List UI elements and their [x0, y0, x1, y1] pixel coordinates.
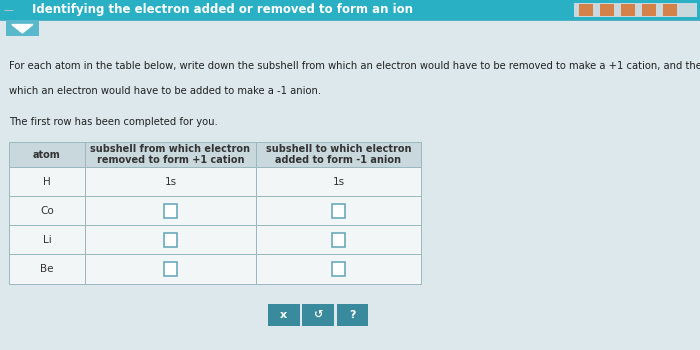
Text: subshell to which electron
added to form -1 anion: subshell to which electron added to form…	[266, 144, 411, 165]
Polygon shape	[12, 25, 33, 33]
Text: Co: Co	[40, 206, 54, 216]
Bar	[9, 254, 85, 284]
Bar	[337, 303, 368, 326]
Bar	[663, 4, 677, 16]
Bar	[332, 204, 344, 218]
Text: 1s: 1s	[332, 177, 344, 187]
Bar	[85, 196, 256, 225]
Bar	[256, 167, 421, 196]
Text: For each atom in the table below, write down the subshell from which an electron: For each atom in the table below, write …	[9, 61, 700, 71]
Bar	[642, 4, 656, 16]
Bar	[256, 142, 421, 167]
Text: Be: Be	[40, 264, 54, 274]
Bar	[9, 167, 85, 196]
Bar	[85, 167, 256, 196]
Bar	[85, 142, 256, 167]
Bar	[85, 225, 256, 254]
Text: x: x	[280, 310, 288, 320]
Text: —: —	[4, 5, 13, 15]
Bar	[164, 262, 176, 276]
Bar	[164, 204, 176, 218]
Bar	[302, 303, 334, 326]
Bar	[579, 4, 593, 16]
Bar	[332, 233, 344, 247]
Bar	[332, 262, 344, 276]
Text: The first row has been completed for you.: The first row has been completed for you…	[9, 117, 218, 127]
Text: Li: Li	[43, 235, 51, 245]
Text: 1s: 1s	[164, 177, 176, 187]
Text: ↺: ↺	[314, 310, 323, 320]
Bar	[600, 4, 614, 16]
Bar	[85, 254, 256, 284]
Text: atom: atom	[33, 149, 61, 160]
Text: subshell from which electron
removed to form +1 cation: subshell from which electron removed to …	[90, 144, 251, 165]
Text: which an electron would have to be added to make a -1 anion.: which an electron would have to be added…	[9, 86, 321, 97]
Text: ?: ?	[349, 310, 356, 320]
Bar	[574, 3, 696, 17]
Bar	[256, 196, 421, 225]
Bar	[0, 0, 700, 20]
Bar	[9, 142, 85, 167]
Bar	[621, 4, 635, 16]
Bar	[256, 254, 421, 284]
Bar	[268, 303, 300, 326]
Bar	[9, 196, 85, 225]
Bar	[9, 225, 85, 254]
Text: Identifying the electron added or removed to form an ion: Identifying the electron added or remove…	[32, 4, 412, 16]
Bar	[256, 225, 421, 254]
Bar	[164, 233, 176, 247]
Bar	[6, 20, 39, 36]
Text: H: H	[43, 177, 51, 187]
